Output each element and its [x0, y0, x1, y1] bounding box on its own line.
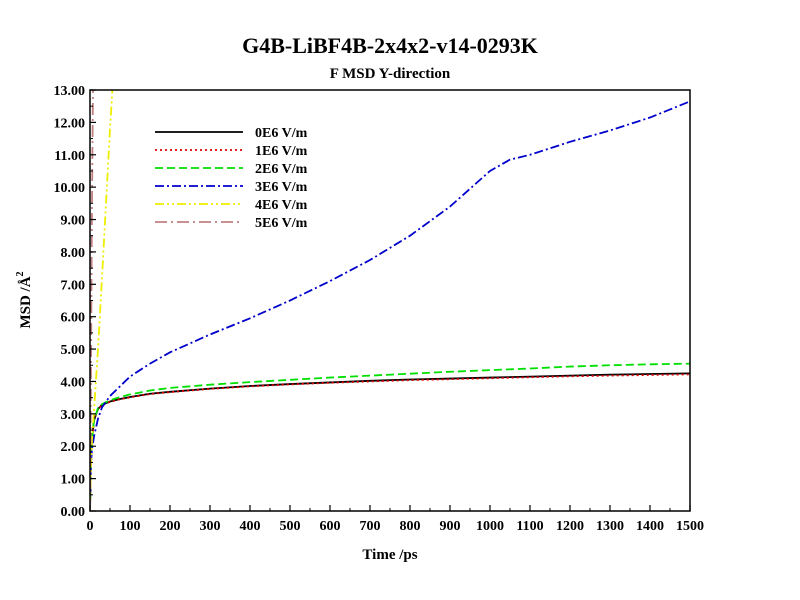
series-line-2: [90, 373, 690, 511]
series-line-4: [90, 100, 690, 511]
y-tick-label: 2.00: [61, 440, 86, 455]
y-axis-ticks: 0.00 1.00 2.00 3.00 4.00 5.00 6.00 7.00 8.00 9.00…: [54, 84, 96, 520]
y-tick-label: 3.00: [61, 408, 86, 423]
x-axis-label: Time /ps: [362, 547, 417, 563]
x-tick-label: 0: [87, 519, 94, 534]
x-tick-label: 300: [200, 519, 221, 534]
y-tick-label: 5.00: [61, 343, 86, 358]
x-tick-label: 1300: [596, 519, 624, 534]
x-tick-label: 900: [440, 519, 461, 534]
y-tick-label: 0.00: [61, 505, 86, 520]
y-tick-label: 8.00: [61, 246, 86, 261]
x-tick-label: 400: [240, 519, 261, 534]
series-line-3: [90, 362, 690, 511]
legend-label-2: 1E6 V/m: [255, 144, 308, 159]
x-tick-label: 800: [400, 519, 421, 534]
svg-text:MSD /Å2: MSD /Å2: [15, 271, 34, 328]
x-tick-label: 1100: [516, 519, 543, 534]
legend-label-1: 0E6 V/m: [255, 126, 308, 141]
y-tick-label: 1.00: [61, 473, 86, 488]
x-tick-label: 500: [280, 519, 301, 534]
x-tick-label: 1200: [556, 519, 584, 534]
legend-label-6: 5E6 V/m: [255, 216, 308, 231]
legend-label-3: 2E6 V/m: [255, 162, 308, 177]
legend-label-4: 3E6 V/m: [255, 180, 308, 195]
chart-title: G4B-LiBF4B-2x4x2-v14-0293K: [242, 33, 538, 58]
x-tick-label: 1400: [636, 519, 664, 534]
x-tick-label: 1000: [476, 519, 504, 534]
y-tick-label: 13.00: [54, 84, 86, 99]
y-axis-label-superscript: 2: [15, 271, 26, 276]
series-line-1: [90, 372, 690, 511]
y-tick-label: 9.00: [61, 214, 86, 229]
y-tick-label: 4.00: [61, 375, 86, 390]
legend: 0E6 V/m 1E6 V/m 2E6 V/m 3E6 V/m 4E6 V/m 5E6 V…: [155, 126, 308, 231]
y-tick-label: 6.00: [61, 311, 86, 326]
y-tick-label: 10.00: [54, 181, 86, 196]
legend-label-5: 4E6 V/m: [255, 198, 308, 213]
y-tick-label: 7.00: [61, 278, 86, 293]
y-tick-label: 12.00: [54, 116, 86, 131]
series-line-5: [90, 90, 114, 511]
y-tick-label: 11.00: [54, 149, 85, 164]
x-tick-label: 1500: [676, 519, 704, 534]
chart-subtitle: F MSD Y-direction: [330, 66, 451, 82]
y-axis-label-main: MSD /Å: [18, 276, 34, 328]
y-axis-label: MSD /Å2: [15, 271, 34, 328]
x-tick-label: 100: [120, 519, 141, 534]
x-tick-label: 700: [360, 519, 381, 534]
x-tick-label: 600: [320, 519, 341, 534]
plot-area-frame: [89, 89, 691, 512]
x-tick-label: 200: [160, 519, 181, 534]
x-axis-ticks: 0 100 200 300 400 500 600 700 800 900 1000 1100 1200…: [87, 505, 704, 534]
series-layer: [90, 90, 690, 511]
